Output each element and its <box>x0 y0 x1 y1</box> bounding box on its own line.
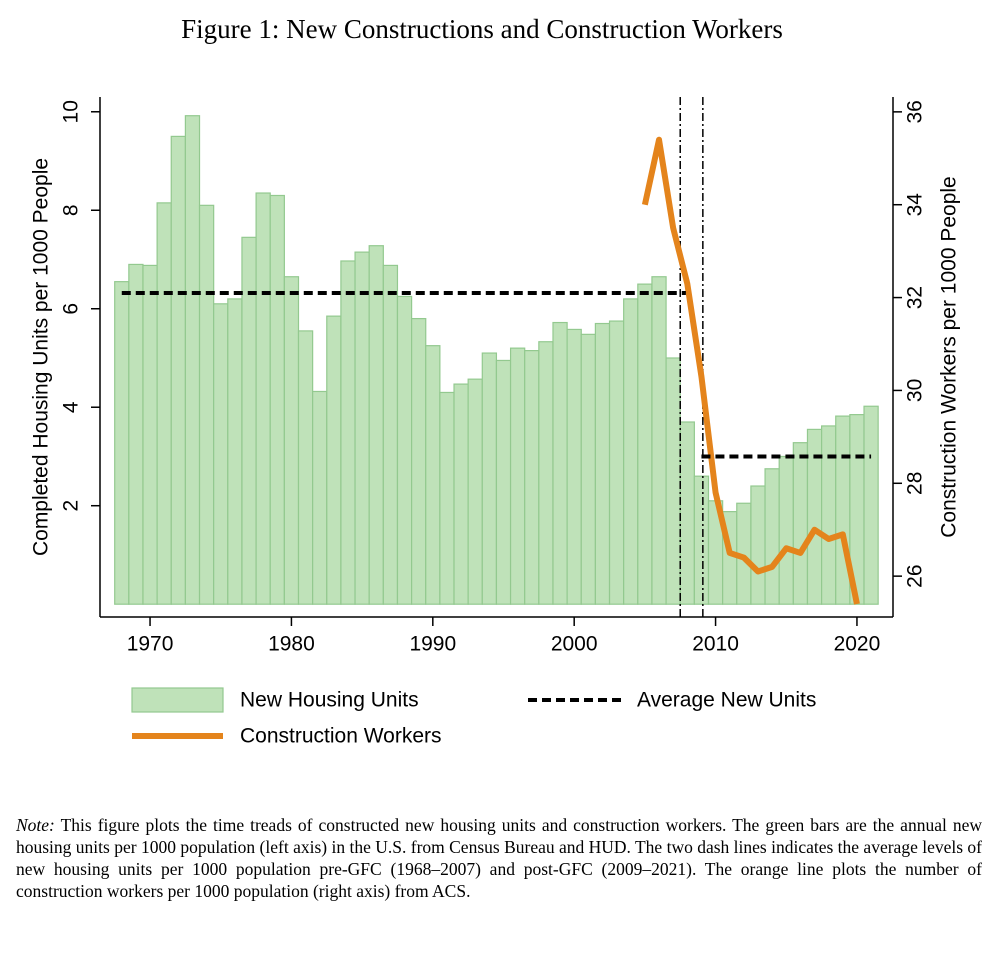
bar <box>750 485 766 605</box>
bar <box>312 390 328 605</box>
y-tick-label: 8 <box>60 204 83 216</box>
y-tick-label: 10 <box>60 100 83 123</box>
note: Note: This figure plots the time treads … <box>16 814 982 902</box>
bar <box>142 264 158 605</box>
x-tick-label: 2020 <box>834 633 881 656</box>
x-tick-label: 2000 <box>551 633 598 656</box>
y-tick-label: 4 <box>60 401 83 413</box>
bar <box>227 298 243 605</box>
bar <box>453 383 469 605</box>
y2-axis-label: Construction Workers per 1000 People <box>938 176 961 537</box>
y-tick-label: 6 <box>60 303 83 315</box>
bar <box>354 251 370 605</box>
bar <box>509 347 526 605</box>
note-text: This figure plots the time treads of con… <box>16 815 982 901</box>
bar <box>538 341 554 605</box>
bar <box>608 320 625 605</box>
legend-label: New Housing Units <box>240 689 419 712</box>
chart-title: Figure 1: New Constructions and Construc… <box>181 14 783 44</box>
bar <box>623 298 639 605</box>
bar <box>467 378 483 605</box>
bar <box>580 333 596 605</box>
x-tick-label: 1980 <box>268 633 315 656</box>
bar <box>665 357 681 605</box>
bar <box>679 421 695 605</box>
y2-tick-label: 36 <box>904 100 927 123</box>
y-axis-label: Completed Housing Units per 1000 People <box>30 158 53 556</box>
bar <box>764 468 780 605</box>
bar <box>693 475 710 605</box>
y-tick-label: 2 <box>60 500 83 512</box>
bar <box>778 455 794 605</box>
bar <box>198 204 215 605</box>
y2-tick-label: 28 <box>904 472 927 495</box>
bar <box>792 442 809 605</box>
y2-tick-label: 26 <box>904 564 927 587</box>
bar <box>594 322 611 605</box>
bar <box>566 328 582 605</box>
x-tick-label: 2010 <box>692 633 739 656</box>
bar <box>481 352 498 605</box>
bar <box>495 359 512 605</box>
bar <box>382 264 399 605</box>
bar <box>269 194 285 605</box>
bar <box>283 276 300 605</box>
bar <box>297 330 314 605</box>
chart: Figure 1: New Constructions and Construc… <box>30 14 961 748</box>
bar <box>368 245 384 605</box>
bar <box>651 276 667 605</box>
bar <box>396 295 413 605</box>
legend-swatch <box>131 687 224 713</box>
note-label: Note: <box>16 815 55 835</box>
bar <box>863 405 879 605</box>
x-tick-label: 1970 <box>127 633 174 656</box>
legend-label: Average New Units <box>637 689 816 712</box>
bar <box>170 135 186 605</box>
bar <box>524 349 540 605</box>
bar <box>114 281 130 605</box>
bar <box>821 425 837 605</box>
bar <box>835 415 851 605</box>
bar <box>552 321 568 605</box>
bar <box>326 315 342 605</box>
y2-tick-label: 32 <box>904 286 927 309</box>
bar <box>213 303 229 605</box>
y2-tick-label: 34 <box>904 193 927 217</box>
bar <box>156 202 172 605</box>
bar <box>411 317 427 605</box>
legend-label: Construction Workers <box>240 725 442 748</box>
bar <box>425 345 441 605</box>
line <box>641 136 860 605</box>
bar <box>255 192 271 605</box>
bar <box>637 283 653 605</box>
bar <box>184 115 201 605</box>
y2-tick-label: 30 <box>904 379 927 402</box>
x-tick-label: 1990 <box>409 633 456 656</box>
bar <box>128 263 144 605</box>
bar <box>340 260 356 605</box>
bar <box>439 391 455 605</box>
